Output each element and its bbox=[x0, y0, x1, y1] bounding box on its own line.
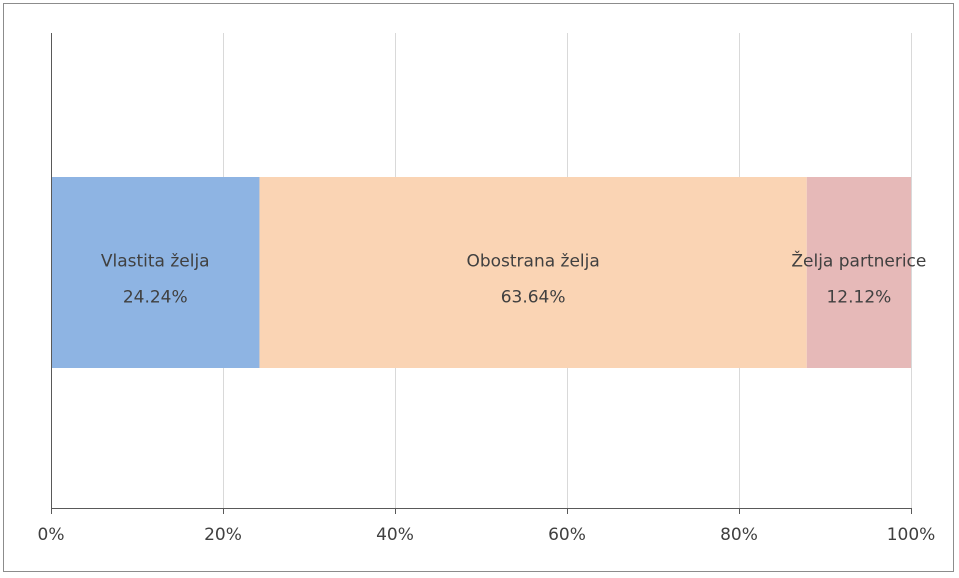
data-label-value: 24.24% bbox=[123, 288, 188, 308]
data-label-series-name: Vlastita želja bbox=[101, 252, 210, 272]
data-label-value: 63.64% bbox=[501, 288, 566, 308]
x-tick-label: 0% bbox=[38, 525, 65, 545]
data-labels: Vlastita želja 24.24% Obostrana želja 63.64… bbox=[101, 250, 927, 308]
bar-segment bbox=[51, 177, 260, 368]
x-tick-label: 100% bbox=[887, 525, 936, 545]
x-tick-label: 20% bbox=[204, 525, 242, 545]
stacked-bar-chart: 0% 20% 40% 60% 80% 100% Vlastita želja 24.24% O… bbox=[38, 33, 936, 545]
x-axis: 0% 20% 40% 60% 80% 100% bbox=[38, 33, 936, 545]
chart-frame: 0% 20% 40% 60% 80% 100% Vlastita želja 24.24% O… bbox=[3, 3, 954, 572]
x-tick-label: 40% bbox=[376, 525, 414, 545]
bar-segment bbox=[806, 177, 911, 368]
data-label-series-name: Obostrana želja bbox=[466, 252, 599, 272]
bar-segment bbox=[259, 177, 807, 368]
x-tick-label: 80% bbox=[720, 525, 758, 545]
data-label-value: 12.12% bbox=[826, 288, 891, 308]
bar-segments bbox=[51, 177, 911, 368]
data-label-series-name: Želja partnerice bbox=[791, 250, 926, 272]
x-tick-label: 60% bbox=[548, 525, 586, 545]
